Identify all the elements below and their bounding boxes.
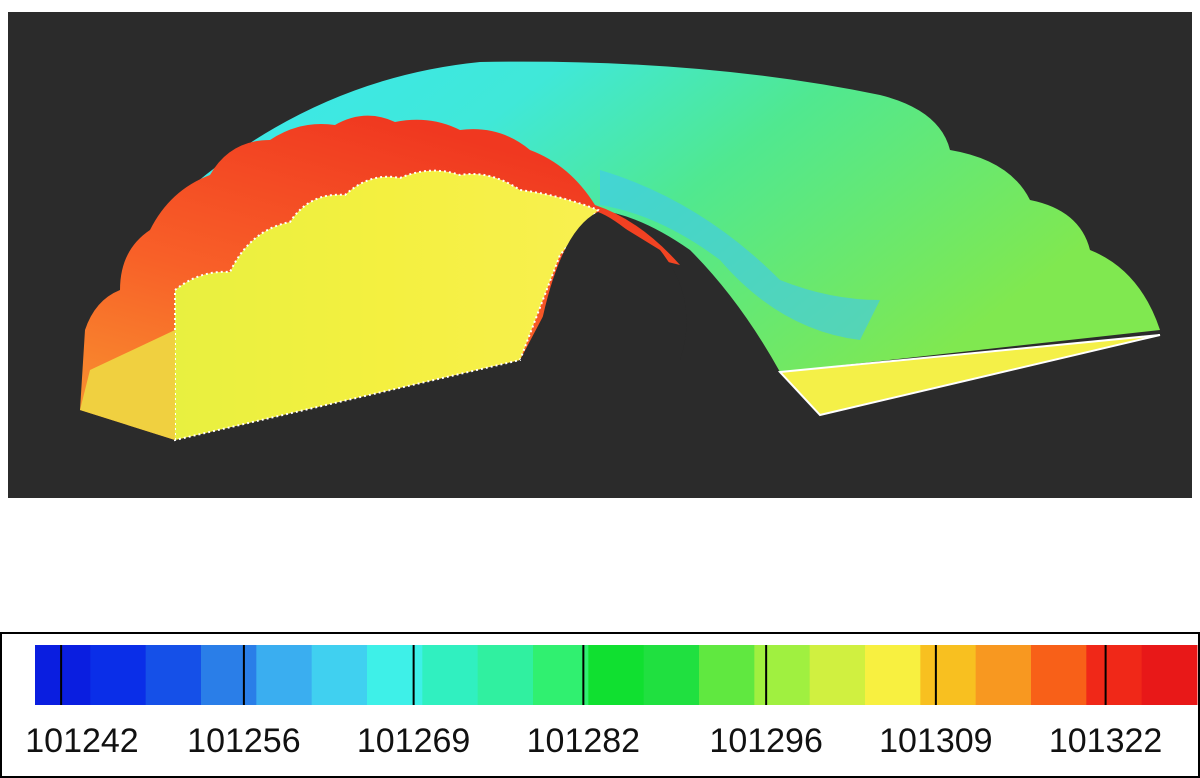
colorbar-band [1086, 645, 1142, 705]
colorbar-band [478, 645, 534, 705]
colorbar-band [865, 645, 921, 705]
colorbar-band [644, 645, 700, 705]
colorbar-band [312, 645, 368, 705]
colorbar-band [1142, 645, 1198, 705]
colorbar-band [35, 645, 91, 705]
colorbar-band [920, 645, 976, 705]
colorbar-band [90, 645, 146, 705]
colorbar-band [533, 645, 589, 705]
colorbar-tick-label: 101269 [357, 722, 470, 760]
colorbar-tick-label: 101256 [187, 722, 300, 760]
colorbar-band [699, 645, 755, 705]
colorbar-band [588, 645, 644, 705]
colorbar-band [146, 645, 202, 705]
colorbar-band [976, 645, 1032, 705]
colorbar-band [1031, 645, 1087, 705]
colorbar-band [810, 645, 866, 705]
colorbar-tick-label: 101322 [1049, 722, 1162, 760]
colorbar-tick-label: 101296 [709, 722, 822, 760]
colorbar-tick-label: 101309 [879, 722, 992, 760]
colorbar-tick-label: 101282 [527, 722, 640, 760]
colorbar-tick-label: 101242 [25, 722, 138, 760]
colorbar-band [754, 645, 810, 705]
colorbar-band [422, 645, 478, 705]
figure: 101242 101256 101269 101282 101296 101309 1013… [0, 0, 1200, 778]
colorbar-band [201, 645, 257, 705]
colorbar-band [256, 645, 312, 705]
